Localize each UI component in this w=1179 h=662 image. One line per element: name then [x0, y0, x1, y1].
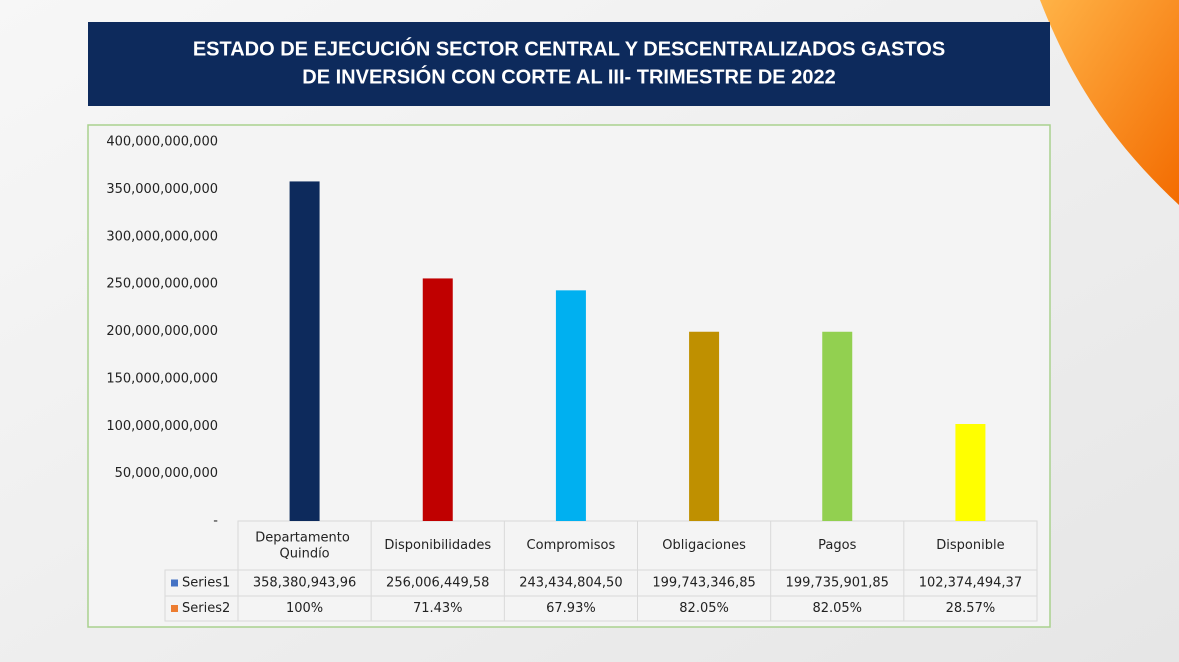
chart-title: ESTADO DE EJECUCIÓN SECTOR CENTRAL Y DES…	[193, 36, 945, 60]
bar	[289, 181, 320, 521]
x-tick-label: Disponibilidades	[384, 538, 491, 553]
data-label: 102,374,494,37	[919, 576, 1022, 591]
y-tick-label: 300,000,000,000	[106, 229, 218, 244]
bar	[822, 331, 853, 521]
data-label: 82.05%	[812, 601, 862, 616]
y-tick-label: 200,000,000,000	[106, 324, 218, 339]
data-label: 199,735,901,85	[786, 576, 889, 591]
y-tick-label: 150,000,000,000	[106, 371, 218, 386]
data-label: 256,006,449,58	[386, 576, 489, 591]
data-label: 28.57%	[946, 601, 996, 616]
legend-label: Series1	[182, 576, 230, 591]
x-tick-label: Departamento Quindío	[255, 530, 354, 561]
bar	[555, 290, 586, 521]
data-label: 67.93%	[546, 601, 596, 616]
y-tick-label: 100,000,000,000	[106, 419, 218, 434]
data-label: 199,743,346,85	[652, 576, 755, 591]
bar	[955, 424, 986, 521]
decoration	[1040, 0, 1179, 205]
title-box	[88, 22, 1050, 106]
y-tick-label: -	[213, 514, 218, 529]
data-label: 243,434,804,50	[519, 576, 622, 591]
legend-label: Series2	[182, 601, 230, 616]
legend-key	[171, 579, 178, 587]
data-label: 71.43%	[413, 601, 463, 616]
chart-title: DE INVERSIÓN CON CORTE AL III- TRIMESTRE…	[302, 64, 835, 88]
data-label: 100%	[286, 601, 323, 616]
data-label: 82.05%	[679, 601, 729, 616]
bar	[689, 331, 720, 521]
y-tick-label: 250,000,000,000	[106, 277, 218, 292]
x-tick-label: Disponible	[936, 538, 1004, 553]
x-tick-label: Compromisos	[527, 538, 616, 553]
bar	[422, 278, 453, 521]
x-tick-label: Obligaciones	[662, 538, 746, 553]
table-row	[164, 595, 1038, 622]
y-tick-label: 400,000,000,000	[106, 135, 218, 150]
y-tick-label: 50,000,000,000	[115, 466, 218, 481]
data-label: 358,380,943,96	[253, 576, 356, 591]
y-tick-label: 350,000,000,000	[106, 182, 218, 197]
x-tick-label: Pagos	[818, 538, 856, 553]
legend-key	[171, 605, 178, 612]
